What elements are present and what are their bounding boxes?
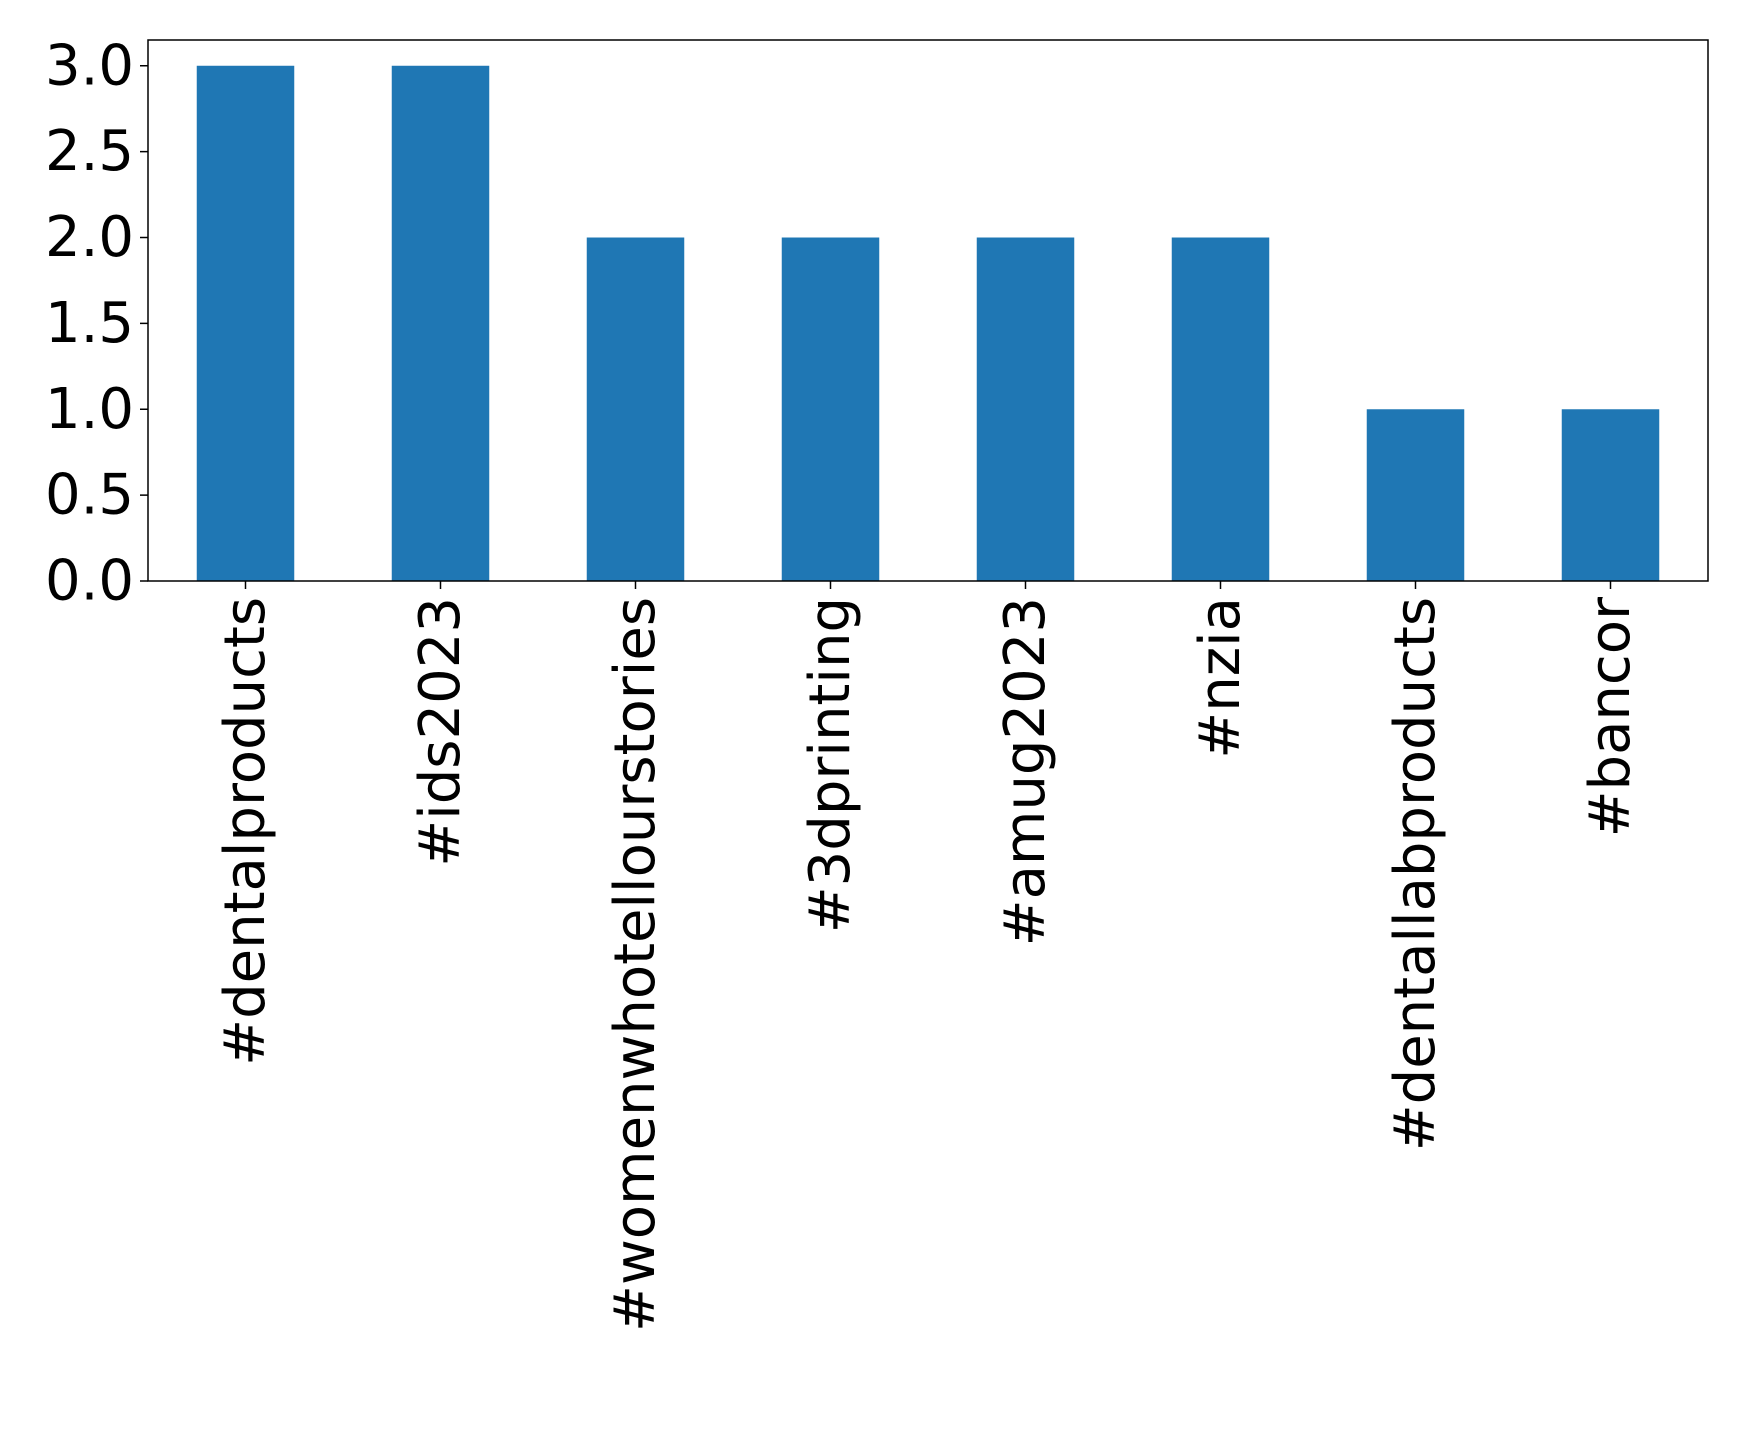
bar xyxy=(391,65,490,581)
plot-frame xyxy=(147,39,1709,582)
bar xyxy=(1561,409,1660,581)
x-tick-label: #bancor xyxy=(1578,596,1643,837)
x-tick-label: #dentalproducts xyxy=(213,597,278,1066)
x-tick-label: #dentallabproducts xyxy=(1383,597,1448,1151)
x-tick-label: #amug2023 xyxy=(993,597,1058,946)
x-tick-label: #3dprinting xyxy=(798,597,863,933)
y-tick-label: 0.5 xyxy=(45,463,134,528)
x-tick-label: #nzia xyxy=(1188,597,1253,759)
y-tick-label: 1.5 xyxy=(45,291,134,356)
x-tick-label: #womenwhotellourstories xyxy=(603,597,668,1332)
bar xyxy=(976,237,1075,581)
bar xyxy=(1171,237,1270,581)
y-tick-label: 2.0 xyxy=(45,205,134,270)
bar xyxy=(781,237,880,581)
y-tick-label: 0.0 xyxy=(45,549,134,614)
y-tick-label: 2.5 xyxy=(45,119,134,184)
bar xyxy=(1366,409,1465,581)
bar xyxy=(586,237,685,581)
y-tick-label: 1.0 xyxy=(45,377,134,442)
y-tick-label: 3.0 xyxy=(45,33,134,98)
x-tick-label: #ids2023 xyxy=(408,597,473,867)
bar xyxy=(196,65,295,581)
